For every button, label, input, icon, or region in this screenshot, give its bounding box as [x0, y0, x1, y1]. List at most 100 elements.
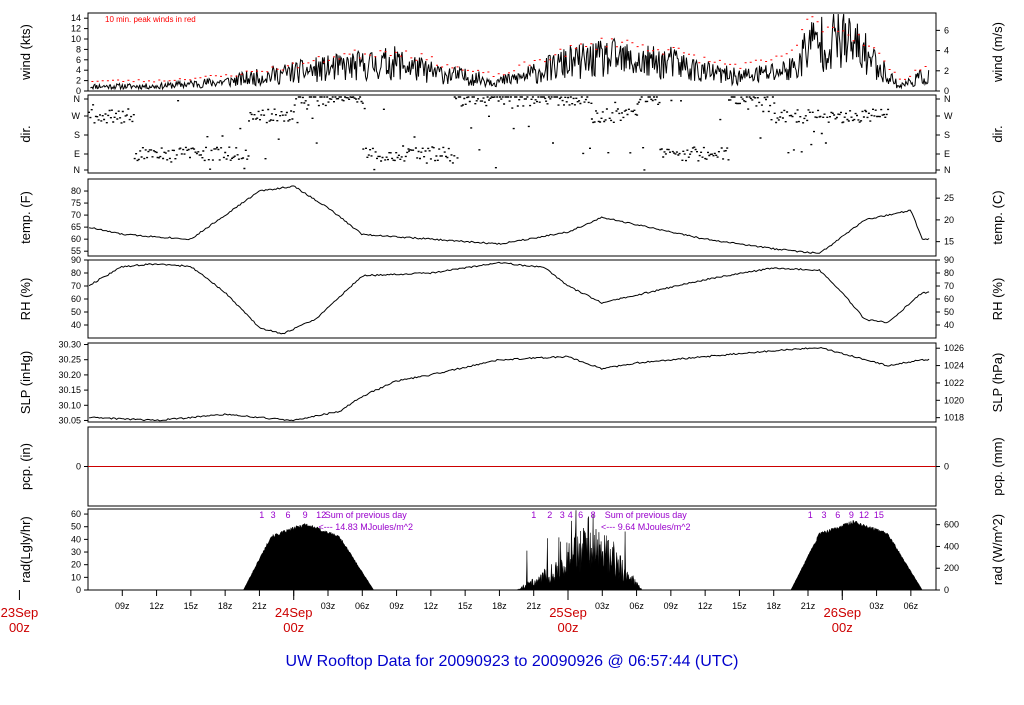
date-day-label: 26Sep [823, 605, 861, 620]
panel-frame [87, 178, 937, 257]
xtick-label: 18z [766, 601, 781, 611]
ytick-label: 70 [71, 210, 81, 220]
ylabel: pcp. (in) [18, 443, 33, 490]
ytick-label: 30.30 [58, 340, 81, 350]
series-line [88, 261, 930, 335]
ytick-label: 40 [71, 534, 81, 544]
series-line [89, 346, 930, 422]
ytick-label: 75 [71, 198, 81, 208]
xtick-label: 03z [869, 601, 884, 611]
hour-label: 4 [568, 510, 573, 520]
y2tick-label: 6 [944, 25, 949, 35]
ytick-label: 10 [71, 34, 81, 44]
hour-label: 8 [591, 510, 596, 520]
y2tick-label: N [944, 165, 951, 175]
xtick-label: 06z [904, 601, 919, 611]
footer-title: UW Rooftop Data for 20090923 to 20090926… [286, 653, 739, 670]
y2tick-label: 2 [944, 66, 949, 76]
xtick-label: 18z [218, 601, 233, 611]
radiation-area [790, 519, 923, 591]
y2tick-label: 4 [944, 46, 949, 56]
ytick-label: 50 [71, 522, 81, 532]
date-hour-label: 00z [9, 620, 30, 635]
ytick-label: 50 [71, 307, 81, 317]
series-line [89, 185, 930, 254]
xtick-label: 03z [595, 601, 610, 611]
date-day-label: 23Sep [1, 605, 39, 620]
direction-dots [88, 96, 890, 171]
ytick-label: 60 [71, 509, 81, 519]
ytick-label: N [74, 165, 81, 175]
hour-label: 6 [835, 510, 840, 520]
xtick-label: 12z [149, 601, 164, 611]
y2tick-label: 50 [944, 307, 954, 317]
ytick-label: E [74, 149, 80, 159]
rad-sum-value: <--- 9.64 MJoules/m^2 [601, 522, 691, 532]
y2tick-label: 400 [944, 541, 959, 551]
panel-6: rad(Lgly/hr) rad (W/m^2)01020304050600200… [18, 508, 1005, 595]
y2tick-label: 600 [944, 520, 959, 530]
panel-2: temp. (F) temp. (C) 55 60 65 70 75 80 15 20 25 [18, 178, 1005, 257]
ytick-label: 12 [71, 24, 81, 34]
peak-annotation: 10 min. peak winds in red [105, 15, 196, 24]
xtick-label: 09z [664, 601, 679, 611]
hour-label: 3 [821, 510, 826, 520]
ytick-label: 60 [71, 234, 81, 244]
xtick-label: 12z [698, 601, 713, 611]
ylabel: SLP (inHg) [18, 351, 33, 414]
ylabel: rad(Lgly/hr) [18, 516, 33, 582]
panel-frame [87, 12, 937, 92]
hour-label: 9 [303, 510, 308, 520]
ytick-label: 80 [71, 186, 81, 196]
y2tick-label: 70 [944, 281, 954, 291]
xtick-label: 15z [458, 601, 473, 611]
date-hour-label: 00z [558, 620, 579, 635]
ytick-label: 6 [76, 55, 81, 65]
y2tick-label: 200 [944, 563, 959, 573]
ytick-label: 30.25 [58, 355, 81, 365]
hour-label: 3 [271, 510, 276, 520]
y2label: dir. [990, 125, 1005, 142]
ytick-label: 40 [71, 320, 81, 330]
xtick-label: 21z [252, 601, 267, 611]
hour-label: 1 [531, 510, 536, 520]
y2tick-label: 0 [944, 462, 949, 472]
xtick-label: 15z [184, 601, 199, 611]
wind-trace [90, 13, 930, 91]
y2tick-label: N [944, 94, 951, 104]
y2tick-label: 90 [944, 255, 954, 265]
date-hour-label: 00z [832, 620, 853, 635]
ytick-label: 20 [71, 560, 81, 570]
panel-frame [87, 94, 937, 174]
hour-label: 3 [560, 510, 565, 520]
y2label: rad (W/m^2) [990, 514, 1005, 585]
y2tick-label: 25 [944, 193, 954, 203]
hour-label: 1 [808, 510, 813, 520]
y2tick-label: E [944, 149, 950, 159]
ytick-label: 0 [76, 86, 81, 96]
xtick-label: 03z [321, 601, 336, 611]
date-hour-label: 00z [283, 620, 304, 635]
xtick-label: 06z [355, 601, 370, 611]
rad-sum-title: Sum of previous day [325, 510, 408, 520]
ytick-label: 70 [71, 281, 81, 291]
hour-label: 1 [259, 510, 264, 520]
y2label: temp. (C) [990, 190, 1005, 244]
y2tick-label: 80 [944, 268, 954, 278]
xtick-label: 09z [389, 601, 404, 611]
ylabel: RH (%) [18, 278, 33, 321]
y2tick-label: S [944, 130, 950, 140]
y2tick-label: 40 [944, 320, 954, 330]
panel-3: RH (%) RH (%) 40 50 60 70 80 90 40 50 60 70 80 90 [18, 255, 1005, 339]
y2tick-label: 0 [944, 585, 949, 595]
panel-4: SLP (inHg) SLP (hPa) 30.05 30.10 30.15 30.20 3… [18, 340, 1005, 426]
xtick-label: 06z [629, 601, 644, 611]
xtick-label: 12z [424, 601, 439, 611]
y2tick-label: W [944, 111, 953, 121]
ytick-label: 65 [71, 222, 81, 232]
peak-wind-marks [91, 16, 927, 83]
rad-sum-title: Sum of previous day [605, 510, 688, 520]
